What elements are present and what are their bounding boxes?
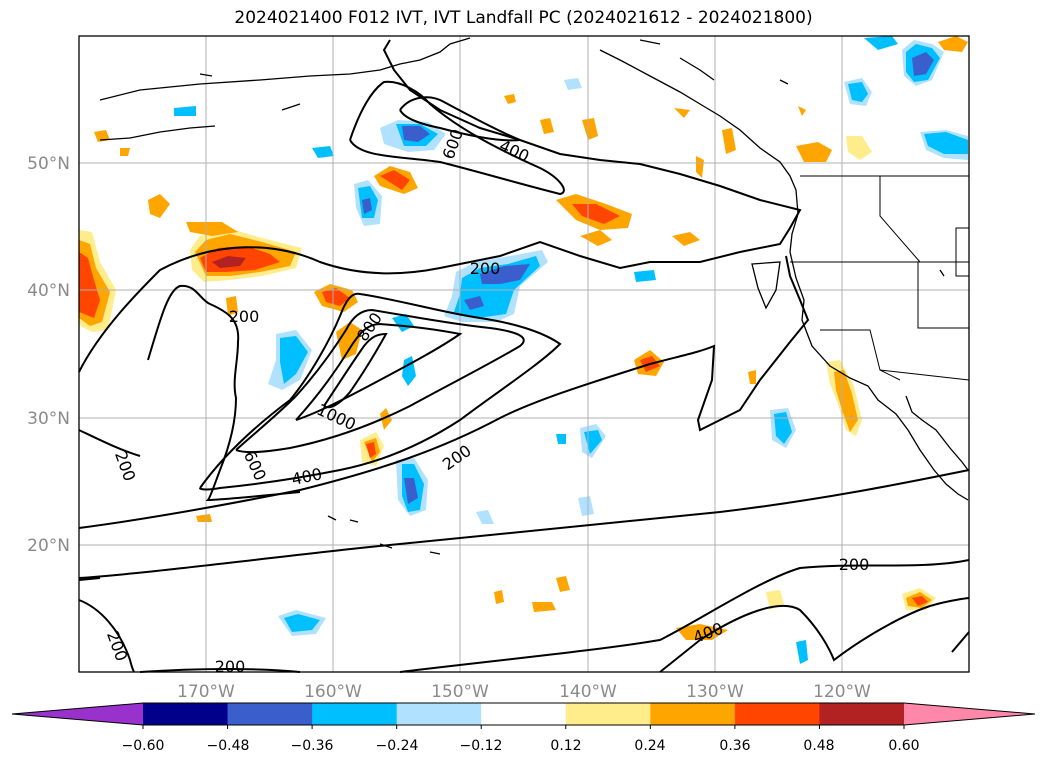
colorbar-label-neg048: −0.48 <box>207 738 250 754</box>
colorbar-segment <box>312 703 398 725</box>
colorbar-segment <box>650 703 736 725</box>
colorbar-segment <box>734 703 820 725</box>
colorbar-segment <box>227 703 313 725</box>
lat-tick-50n: 50°N <box>27 154 70 174</box>
contour-label-200-g: 200 <box>215 657 246 676</box>
map-title: 2024021400 F012 IVT, IVT Landfall PC (20… <box>234 8 813 28</box>
colorbar-label-024: 0.24 <box>634 738 665 754</box>
colorbar-extend-high <box>904 703 1035 725</box>
colorbar-label-neg036: −0.36 <box>291 738 334 754</box>
contour-label-200-a: 200 <box>470 259 501 278</box>
colorbar-extend-low <box>12 703 143 725</box>
lon-tick-150w: 150°W <box>431 682 489 702</box>
colorbar: −0.60 −0.48 −0.36 −0.24 −0.12 0.12 0.24 … <box>11 702 1036 754</box>
contour-label-200-b: 200 <box>229 307 260 326</box>
pc-shading <box>79 36 968 664</box>
colorbar-label-060: 0.60 <box>888 738 919 754</box>
colorbar-segment <box>481 703 567 725</box>
gridlines <box>79 36 969 672</box>
colorbar-segment <box>396 703 482 725</box>
colorbar-ticks <box>142 725 905 729</box>
lat-tick-40n: 40°N <box>27 281 70 301</box>
colorbar-label-neg012: −0.12 <box>460 738 503 754</box>
colorbar-segment <box>819 703 905 725</box>
lon-tick-160w: 160°W <box>304 682 362 702</box>
map-frame <box>78 35 970 673</box>
lat-tick-30n: 30°N <box>27 409 70 429</box>
colorbar-label-neg024: −0.24 <box>376 738 419 754</box>
coastlines <box>99 37 969 555</box>
colorbar-label-012: 0.12 <box>550 738 581 754</box>
lon-tick-labels: 170°W 160°W 150°W 140°W 130°W 120°W <box>177 682 871 702</box>
contour-label-200-e: 200 <box>839 555 870 574</box>
colorbar-tick-labels: −0.60 −0.48 −0.36 −0.24 −0.12 0.12 0.24 … <box>122 738 920 754</box>
ivt-contours <box>78 39 970 673</box>
colorbar-label-048: 0.48 <box>803 738 834 754</box>
colorbar-label-neg060: −0.60 <box>122 738 165 754</box>
lat-tick-20n: 20°N <box>27 536 70 556</box>
colorbar-label-036: 0.36 <box>719 738 750 754</box>
lon-tick-140w: 140°W <box>559 682 617 702</box>
colorbar-segment <box>565 703 651 725</box>
lon-tick-130w: 130°W <box>686 682 744 702</box>
lat-tick-labels: 20°N 30°N 40°N 50°N <box>27 154 70 556</box>
colorbar-segments <box>11 702 1036 726</box>
map-panel: 200 200 200 200 200 200 200 400 400 400 … <box>78 35 970 676</box>
lon-tick-170w: 170°W <box>177 682 235 702</box>
colorbar-segment <box>143 703 229 725</box>
lon-tick-120w: 120°W <box>813 682 871 702</box>
